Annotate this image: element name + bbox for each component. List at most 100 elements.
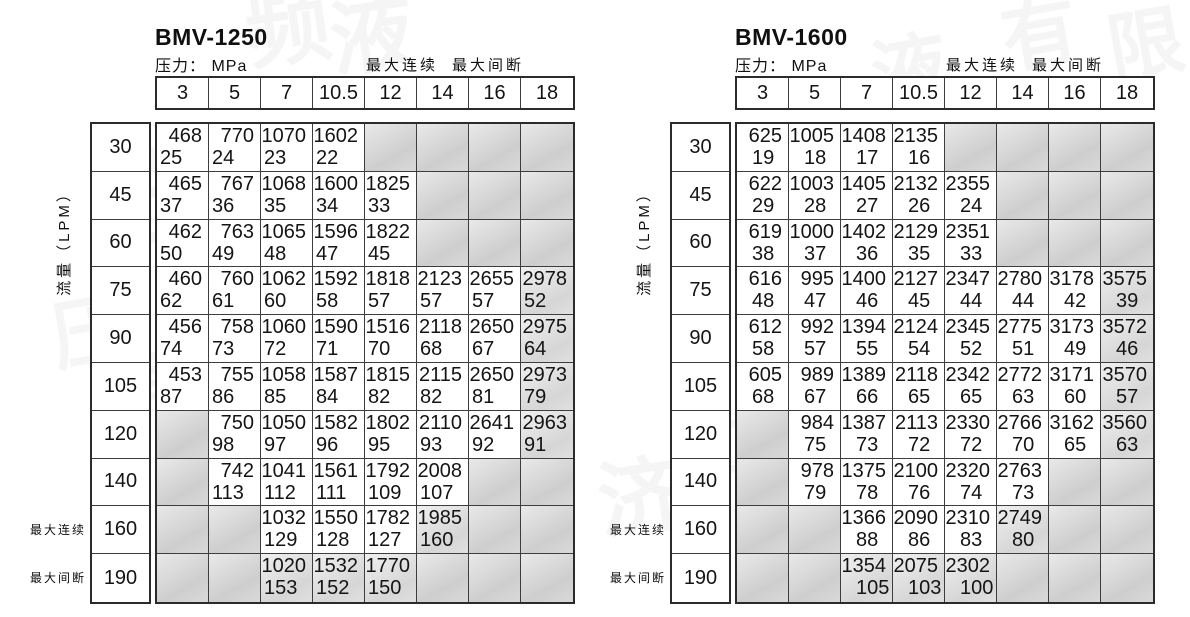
pressure-column-header: 16 [1049, 78, 1101, 108]
speed-value: 83 [960, 529, 983, 552]
data-cell: 2310 83 [945, 506, 997, 555]
data-cell: 625 19 [737, 124, 789, 172]
speed-value: 48 [264, 242, 287, 265]
data-grid: 468 25 770 24 1070 23 1602 22 465 37 767 36 1068 35 16… [155, 122, 575, 604]
data-cell [521, 458, 573, 507]
speed-value: 18 [804, 147, 827, 169]
data-cell: 2118 68 [417, 315, 469, 363]
torque-value: 2978 [522, 268, 568, 291]
data-cell: 1389 66 [841, 362, 893, 411]
data-cell: 742 113 [209, 458, 261, 507]
data-cell [1049, 554, 1101, 602]
torque-value: 1792 [365, 459, 411, 482]
speed-value: 48 [752, 290, 775, 313]
speed-value: 73 [212, 338, 235, 361]
speed-value: 74 [960, 481, 983, 504]
pressure-header-row: 3 5 7 10.5 12 14 16 18 [735, 76, 1155, 110]
data-cell: 989 67 [789, 362, 841, 411]
speed-value: 71 [316, 338, 339, 361]
torque-value: 2008 [417, 459, 463, 482]
data-cell: 3178 42 [1049, 267, 1101, 316]
data-cell [1101, 554, 1153, 602]
speed-value: 111 [316, 481, 347, 504]
data-cell: 1065 48 [261, 219, 313, 268]
speed-value: 75 [804, 433, 827, 456]
data-cell: 1825 33 [365, 171, 417, 220]
data-cell: 2973 79 [521, 362, 573, 411]
torque-value: 1561 [313, 459, 359, 482]
data-cell: 2351 33 [945, 219, 997, 268]
speed-value: 78 [856, 481, 879, 504]
torque-value: 2650 [469, 363, 515, 386]
speed-value: 91 [524, 433, 547, 456]
speed-value: 62 [160, 290, 183, 313]
torque-value: 1005 [789, 125, 835, 147]
data-cell [1049, 506, 1101, 555]
data-cell [737, 554, 789, 602]
data-cell: 616 48 [737, 267, 789, 316]
speed-value: 57 [368, 290, 391, 313]
speed-value: 76 [908, 481, 931, 504]
torque-value: 758 [220, 316, 254, 339]
torque-value: 2118 [418, 316, 462, 339]
data-cell [1101, 458, 1153, 507]
speed-value: 64 [524, 338, 547, 361]
max-intermittent-row-label: 最大间断 [609, 571, 666, 585]
pressure-column-header: 12 [945, 78, 997, 108]
speed-value: 96 [316, 433, 339, 456]
data-cell [365, 124, 417, 172]
speed-value: 57 [420, 290, 443, 313]
data-cell [1049, 458, 1101, 507]
torque-value: 2641 [469, 411, 515, 434]
data-cell [1101, 219, 1153, 268]
data-cell: 1400 46 [841, 267, 893, 316]
data-cell: 2347 44 [945, 267, 997, 316]
torque-value: 2124 [893, 316, 939, 339]
torque-value: 2355 [945, 172, 991, 195]
speed-value: 67 [804, 385, 827, 408]
data-cell [209, 506, 261, 555]
speed-value: 23 [264, 147, 287, 169]
torque-value: 1408 [841, 125, 887, 147]
torque-value: 465 [168, 172, 202, 195]
data-cell: 1387 73 [841, 410, 893, 459]
speed-value: 50 [160, 242, 183, 265]
speed-value: 55 [856, 338, 879, 361]
speed-value: 38 [752, 242, 775, 265]
speed-value: 79 [804, 481, 827, 504]
data-cell: 1041 112 [261, 458, 313, 507]
pressure-column-header: 7 [841, 78, 893, 108]
speed-value: 72 [960, 433, 983, 456]
torque-value: 453 [168, 363, 202, 386]
data-cell: 1366 88 [841, 506, 893, 555]
data-cell: 2132 26 [893, 171, 945, 220]
data-cell: 1068 35 [261, 171, 313, 220]
data-cell [997, 124, 1049, 172]
data-cell: 767 36 [209, 171, 261, 220]
speed-value: 63 [1116, 433, 1139, 456]
torque-value: 2351 [945, 220, 991, 243]
pressure-column-header: 18 [1115, 81, 1139, 104]
data-cell [737, 410, 789, 459]
data-cell: 2090 86 [893, 506, 945, 555]
speed-value: 70 [368, 338, 391, 361]
data-cell: 1985 160 [417, 506, 469, 555]
data-cell: 2330 72 [945, 410, 997, 459]
torque-value: 995 [800, 268, 834, 291]
torque-value: 1389 [841, 363, 887, 386]
torque-value: 3572 [1102, 316, 1148, 339]
torque-value: 2766 [997, 411, 1043, 434]
torque-value: 1985 [417, 507, 463, 530]
flow-row-header: 190 [683, 566, 718, 589]
data-cell [521, 124, 573, 172]
data-cell [469, 458, 521, 507]
data-cell: 2975 64 [521, 315, 573, 363]
data-cell: 462 50 [157, 219, 209, 268]
torque-value: 2310 [945, 507, 991, 530]
torque-value: 1020 [261, 555, 307, 578]
speed-value: 80 [1012, 529, 1035, 552]
speed-value: 81 [472, 385, 495, 408]
speed-value: 22 [316, 147, 339, 169]
data-cell: 1003 28 [789, 171, 841, 220]
data-cell [521, 554, 573, 602]
